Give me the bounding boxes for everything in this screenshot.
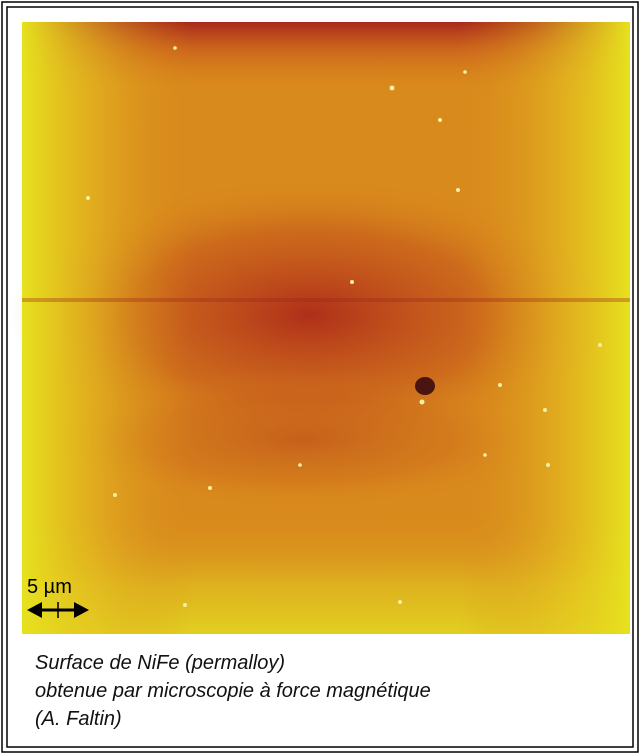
mfm-image [10,22,630,634]
scale-bar-label: 5 µm [27,576,72,598]
caption-line: (A. Faltin) [35,708,122,730]
caption-line: obtenue par microscopie à force magnétiq… [35,680,431,702]
figure: 5 µm Surface de NiFe (permalloy) obtenue… [0,0,640,754]
caption-line: Surface de NiFe (permalloy) [35,652,285,674]
